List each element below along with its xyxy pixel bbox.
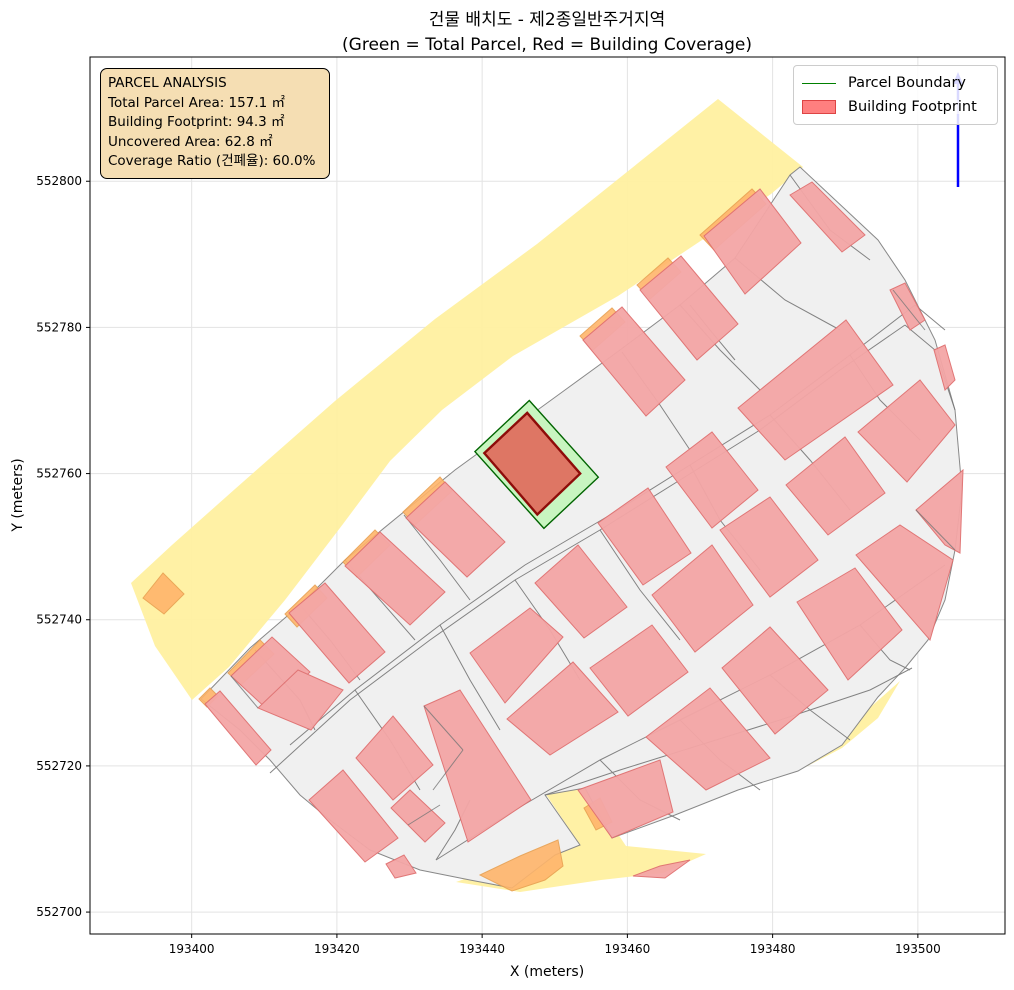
building-outlines <box>230 289 956 826</box>
y-tick-label: 552760 <box>36 467 82 481</box>
chart-title-line2: (Green = Total Parcel, Red = Building Co… <box>342 35 752 55</box>
x-tick-label: 193480 <box>750 942 796 956</box>
y-tick-label: 552700 <box>36 905 82 919</box>
info-uncovered-area: Uncovered Area: 62.8 ㎡ <box>108 133 273 150</box>
info-coverage-ratio: Coverage Ratio (건폐율): 60.0% <box>108 153 316 169</box>
y-tick-label: 552800 <box>36 174 82 188</box>
x-tick-label: 193500 <box>895 942 941 956</box>
map-layers <box>131 72 964 892</box>
parcel-analysis-box: PARCEL ANALYSIS Total Parcel Area: 157.1… <box>100 68 330 179</box>
x-tick-label: 193400 <box>169 942 215 956</box>
x-axis-label: X (meters) <box>510 964 584 980</box>
y-tick-label: 552720 <box>36 759 82 773</box>
info-footprint-area: Building Footprint: 94.3 ㎡ <box>108 114 285 130</box>
legend-swatch-line <box>802 82 836 84</box>
y-axis-label: Y (meters) <box>10 458 26 532</box>
legend: Parcel Boundary Building Footprint <box>793 65 998 125</box>
legend-label: Parcel Boundary <box>848 75 966 91</box>
legend-swatch-patch <box>802 100 836 114</box>
x-tick-label: 193420 <box>314 942 360 956</box>
legend-entry-parcel-boundary: Parcel Boundary <box>802 73 966 93</box>
info-total-area: Total Parcel Area: 157.1 ㎡ <box>108 94 285 111</box>
selected-building-footprint[interactable] <box>482 411 582 517</box>
building-footprints <box>204 181 964 879</box>
x-tick-label: 193440 <box>459 942 505 956</box>
legend-entry-building-footprint: Building Footprint <box>802 97 977 117</box>
x-tick-label: 193460 <box>604 942 650 956</box>
chart-title-line1: 건물 배치도 - 제2종일반주거지역 <box>429 10 665 30</box>
axes-frame <box>89 56 1006 935</box>
y-tick-label: 552740 <box>36 613 82 627</box>
info-heading: PARCEL ANALYSIS <box>108 75 227 91</box>
y-tick-label: 552780 <box>36 320 82 334</box>
legend-label: Building Footprint <box>848 99 977 115</box>
axis-ticks: 193400 193420 193440 193460 193480 193500 5527… <box>36 174 941 956</box>
